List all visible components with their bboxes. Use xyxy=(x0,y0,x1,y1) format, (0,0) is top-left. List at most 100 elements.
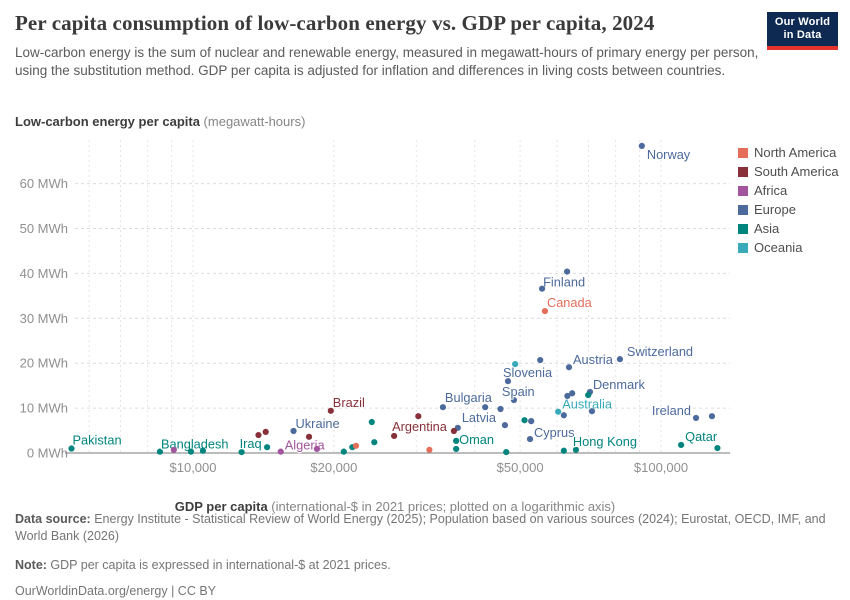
data-point-ireland[interactable] xyxy=(692,414,700,422)
data-point[interactable] xyxy=(313,445,321,453)
data-point-label: Iraq xyxy=(240,436,262,451)
data-point[interactable] xyxy=(569,390,576,397)
data-point[interactable] xyxy=(512,360,519,368)
data-point[interactable] xyxy=(264,444,271,451)
y-tick-label: 40 MWh xyxy=(20,266,68,281)
data-point-iraq[interactable] xyxy=(238,449,245,456)
data-point-label: Brazil xyxy=(333,395,365,410)
data-point[interactable] xyxy=(588,408,596,415)
data-point-label: Oman xyxy=(459,432,494,447)
data-point[interactable] xyxy=(560,412,567,419)
data-point-label: Ukraine xyxy=(296,416,340,431)
legend-item-north-america[interactable]: North America xyxy=(738,143,839,162)
data-point[interactable] xyxy=(521,417,528,424)
data-point[interactable] xyxy=(482,404,489,411)
data-source-label: Data source: xyxy=(15,512,91,526)
y-tick-label: 10 MWh xyxy=(20,401,68,416)
x-axis-title: GDP per capita (international-$ in 2021 … xyxy=(65,499,725,514)
owid-logo-line2: in Data xyxy=(783,29,822,41)
data-point-austria[interactable] xyxy=(565,364,573,371)
data-point-label: Denmark xyxy=(593,377,646,392)
data-point-label: Hong Kong xyxy=(573,434,637,449)
legend-swatch xyxy=(738,147,748,158)
page-title: Per capita consumption of low-carbon ene… xyxy=(15,11,655,35)
citation-link[interactable]: OurWorldinData.org/energy | CC BY xyxy=(15,584,217,598)
data-point-bangladesh[interactable] xyxy=(156,448,164,455)
x-tick-label: $10,000 xyxy=(170,460,217,475)
legend: North America South America Africa Europe As… xyxy=(738,143,839,257)
data-point-cyprus[interactable] xyxy=(526,435,534,443)
legend-swatch xyxy=(738,204,748,215)
data-point-label: Finland xyxy=(543,275,585,290)
data-point[interactable] xyxy=(497,405,504,413)
data-point[interactable] xyxy=(450,427,458,435)
data-point-slovenia[interactable] xyxy=(504,378,512,385)
data-point-argentina[interactable] xyxy=(391,432,398,440)
data-point[interactable] xyxy=(426,446,433,453)
legend-item-south-america[interactable]: South America xyxy=(738,162,839,181)
data-point-label: Slovenia xyxy=(503,365,553,380)
data-point-label: Austria xyxy=(573,352,614,367)
data-point[interactable] xyxy=(528,418,535,425)
data-point-norway[interactable] xyxy=(638,142,645,149)
data-point[interactable] xyxy=(170,446,177,453)
data-point[interactable] xyxy=(585,391,592,399)
legend-label: South America xyxy=(754,164,839,179)
data-point-canada[interactable] xyxy=(541,308,549,315)
data-point[interactable] xyxy=(564,392,571,400)
owid-logo[interactable]: Our World in Data xyxy=(767,12,838,50)
data-point[interactable] xyxy=(368,418,375,426)
data-point[interactable] xyxy=(501,422,509,429)
legend-item-africa[interactable]: Africa xyxy=(738,181,839,200)
data-point[interactable] xyxy=(714,444,721,452)
data-point[interactable] xyxy=(560,447,567,454)
data-point[interactable] xyxy=(415,413,422,420)
data-point[interactable] xyxy=(503,449,510,456)
data-point-brazil[interactable] xyxy=(327,407,334,414)
y-axis-title-unit: (megawatt-hours) xyxy=(199,114,306,129)
data-point-switzerland[interactable] xyxy=(616,356,624,363)
data-point-pakistan[interactable] xyxy=(68,445,75,452)
data-point[interactable] xyxy=(187,448,195,455)
data-point-label: Bulgaria xyxy=(445,390,493,405)
data-point-ukraine[interactable] xyxy=(290,427,297,435)
legend-item-europe[interactable]: Europe xyxy=(738,200,839,219)
chart-footer: Data source: Energy Institute - Statisti… xyxy=(15,511,830,600)
data-point[interactable] xyxy=(305,433,313,440)
data-point-label: Pakistan xyxy=(72,433,121,448)
legend-item-oceania[interactable]: Oceania xyxy=(738,238,839,257)
data-point[interactable] xyxy=(340,448,347,455)
data-source-text: Energy Institute - Statistical Review of… xyxy=(15,512,826,543)
data-point[interactable] xyxy=(371,439,378,446)
data-point[interactable] xyxy=(708,413,716,420)
data-point-hong-kong[interactable] xyxy=(572,446,580,453)
data-point-bulgaria[interactable] xyxy=(439,404,447,411)
legend-swatch xyxy=(738,223,748,234)
data-point-finland[interactable] xyxy=(563,268,571,275)
data-source-line: Data source: Energy Institute - Statisti… xyxy=(15,511,830,545)
data-point-algeria[interactable] xyxy=(277,448,284,455)
legend-swatch xyxy=(738,185,748,196)
data-point[interactable] xyxy=(262,428,269,435)
owid-logo-line1: Our World xyxy=(774,16,831,28)
x-axis-title-bold: GDP per capita xyxy=(174,499,268,514)
data-point-australia[interactable] xyxy=(555,408,562,415)
y-tick-label: 20 MWh xyxy=(20,356,68,371)
data-point-label: Australia xyxy=(562,397,613,412)
data-point[interactable] xyxy=(199,447,207,454)
data-point-qatar[interactable] xyxy=(678,441,685,449)
legend-item-asia[interactable]: Asia xyxy=(738,219,839,238)
data-point[interactable] xyxy=(538,285,546,292)
data-point-spain[interactable] xyxy=(510,396,518,404)
data-point[interactable] xyxy=(352,442,360,449)
note-line: Note: GDP per capita is expressed in int… xyxy=(15,557,830,574)
data-point[interactable] xyxy=(453,437,460,444)
data-point-label: Switzerland xyxy=(627,344,693,359)
legend-label: Oceania xyxy=(754,240,803,255)
data-point[interactable] xyxy=(537,356,544,364)
data-point[interactable] xyxy=(255,431,262,439)
data-point-oman[interactable] xyxy=(453,445,460,453)
data-point-label: Qatar xyxy=(685,429,718,444)
data-point-label: Norway xyxy=(647,147,691,162)
